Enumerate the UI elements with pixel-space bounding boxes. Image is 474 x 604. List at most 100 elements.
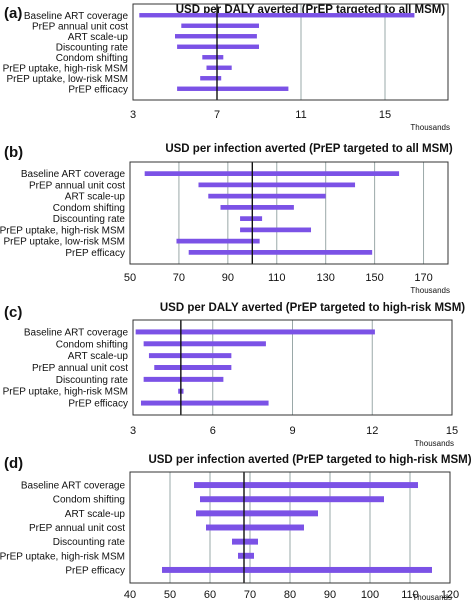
range-bar [206,524,304,531]
range-bar [238,552,254,559]
tick-label: 11 [295,109,306,121]
tick-label: 110 [401,589,419,601]
range-bar [139,13,415,18]
panel-label: (b) [4,144,23,161]
range-bar [208,193,326,199]
range-bar [200,496,384,503]
tick-label: 90 [324,589,336,601]
tick-label: 3 [130,425,136,437]
range-bar [148,353,232,359]
category-label: ART scale-up [68,351,129,362]
chart-title: USD per DALY averted (PrEP targeted to h… [160,302,465,314]
axis-unit-label: Thousands [410,286,450,295]
range-bar [200,76,222,81]
tick-label: 15 [379,109,391,121]
tick-label: 150 [365,272,383,284]
category-label: PrEP uptake, high-risk MSM [0,551,125,562]
tick-label: 9 [289,425,295,437]
category-label: Discounting rate [56,375,129,386]
plot-frame [132,319,453,416]
category-label: PrEP annual unit cost [32,21,128,32]
category-label: PrEP annual unit cost [29,523,125,534]
category-label: PrEP uptake, low-risk MSM [6,74,128,85]
chart-title: USD per infection averted (PrEP targeted… [148,454,471,466]
category-label: ART scale-up [65,192,126,203]
category-label: Discounting rate [53,537,126,548]
tick-label: 120 [441,589,459,601]
chart-panel: (c) USD per DALY averted (PrEP targeted t… [3,302,466,448]
range-bar [177,86,289,91]
range-bar [202,55,224,60]
tick-label: 130 [317,272,335,284]
tick-label: 60 [204,589,216,601]
range-bar [220,205,294,210]
tick-label: 90 [222,272,234,284]
category-label: PrEP annual unit cost [29,180,125,191]
tick-label: 170 [414,272,432,284]
range-bar [240,216,263,221]
tick-label: 12 [366,425,378,437]
category-label: PrEP annual unit cost [32,363,128,374]
axis-unit-label: Thousands [410,123,450,132]
tick-label: 15 [446,425,458,437]
category-label: Discounting rate [53,214,126,225]
chart-panel: (a) USD per DALY averted (PrEP targeted t… [3,3,450,132]
chart-title: USD per infection averted (PrEP targeted… [165,143,453,155]
axis-unit-label: Thousands [414,439,454,448]
range-bar [175,34,257,39]
category-label: ART scale-up [68,32,129,43]
category-label: ART scale-up [65,509,126,520]
range-bar [176,238,260,244]
range-bar [177,44,259,49]
range-bar [240,227,312,233]
range-bar [143,341,266,347]
panel-label: (d) [4,455,23,472]
chart-panel: (d) USD per infection averted (PrEP targe… [0,454,472,602]
range-bar [144,171,400,176]
category-label: PrEP uptake, high-risk MSM [3,63,128,74]
tick-label: 80 [284,589,296,601]
category-label: PrEP efficacy [68,399,128,410]
range-bar [196,510,318,517]
tick-label: 70 [173,272,185,284]
tick-label: 40 [124,589,136,601]
tick-label: 110 [268,272,286,284]
range-bar [198,182,356,188]
chart-title: USD per DALY averted (PrEP targeted to a… [176,4,446,16]
range-bar [188,250,373,255]
plot-frame [129,161,449,265]
range-bar [181,23,259,28]
category-label: Condom shifting [56,53,128,64]
range-bar [140,400,269,406]
category-label: Baseline ART coverage [24,11,129,22]
panel-label: (a) [4,5,22,22]
category-label: PrEP efficacy [68,84,128,95]
category-label: Condom shifting [53,203,125,214]
range-bar [135,329,375,335]
range-bar [206,65,232,70]
category-label: Baseline ART coverage [21,481,126,492]
tick-label: 50 [164,589,176,601]
chart-panel: (b) USD per infection averted (PrEP targe… [0,143,453,295]
category-label: PrEP uptake, low-risk MSM [3,237,125,248]
range-bar [162,566,432,573]
tick-label: 100 [361,589,379,601]
plot-frame [132,3,449,101]
panel-label: (c) [4,304,22,321]
category-label: PrEP efficacy [65,248,125,259]
category-label: PrEP uptake, high-risk MSM [0,225,125,236]
category-label: Discounting rate [56,42,129,53]
range-bar [232,538,258,545]
axis-unit-label: Thousands [412,593,452,602]
category-label: Baseline ART coverage [21,169,126,180]
category-label: Baseline ART coverage [24,327,129,338]
category-label: Condom shifting [56,339,128,350]
tick-label: 3 [130,109,136,121]
tick-label: 6 [210,425,216,437]
tick-label: 70 [244,589,256,601]
range-bar [143,376,224,382]
category-label: PrEP uptake, high-risk MSM [3,387,128,398]
range-bar [154,365,232,370]
plot-frame [129,471,451,584]
